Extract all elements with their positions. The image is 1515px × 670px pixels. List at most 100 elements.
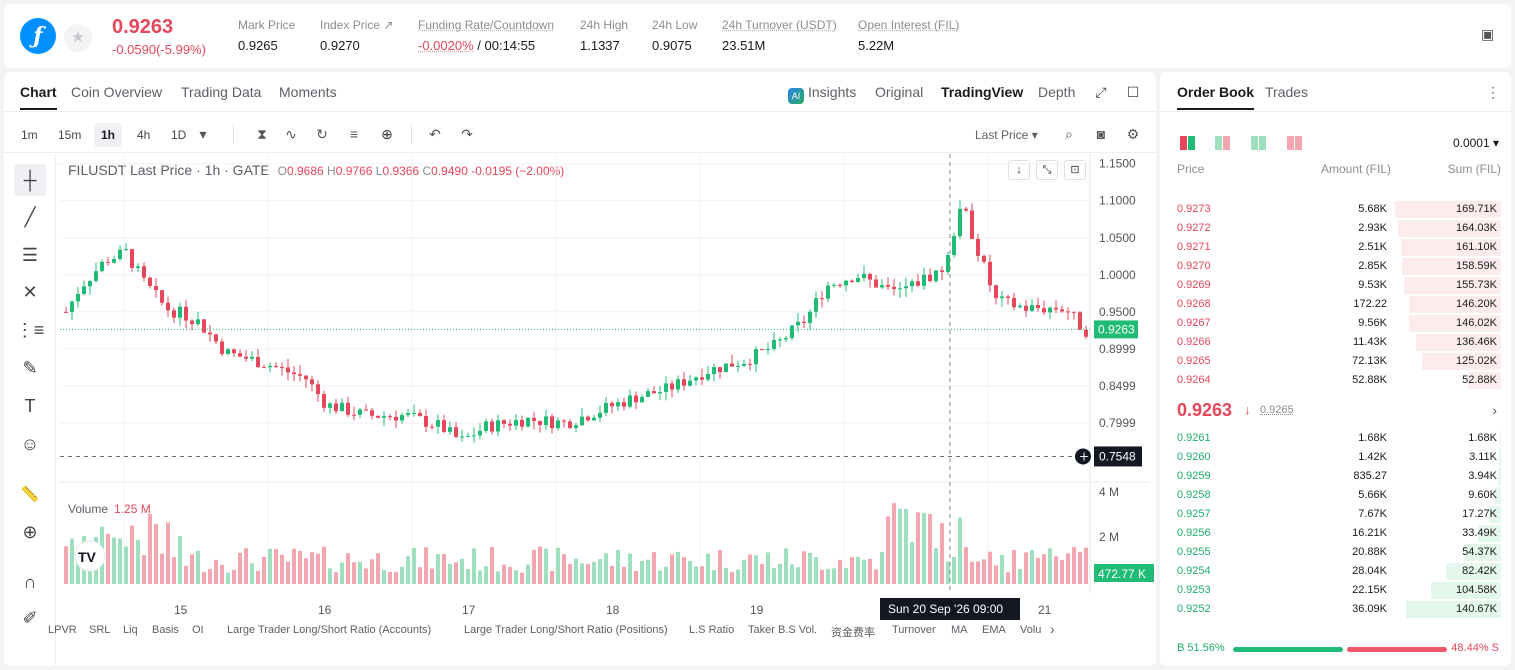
candle-body [76,293,80,302]
insights-button[interactable]: AI Insights [788,84,856,104]
tab-order-book[interactable]: Order Book [1177,84,1255,110]
more-menu-icon[interactable]: ⋮ [1486,84,1500,100]
view-tradingview[interactable]: TradingView [941,84,1024,100]
redo-icon[interactable]: ↷ [461,126,473,142]
bid-row[interactable]: 0.9254 28.04K 82.42K [1160,562,1511,581]
bid-row[interactable]: 0.9252 36.09K 140.67K [1160,600,1511,619]
volume-axis-label: 4 M [1099,485,1119,499]
layout-icon[interactable]: ▣ [1481,26,1495,42]
zoom-in-icon[interactable]: ⊕ [22,522,38,542]
ask-row[interactable]: 0.9265 72.13K 125.02K [1160,352,1511,371]
ask-row[interactable]: 0.9271 2.51K 161.10K [1160,238,1511,257]
timeframe-15m[interactable]: 15m [58,128,82,142]
indicator-liq[interactable]: Liq [123,624,138,636]
add-indicator-icon[interactable]: ⊕ [381,126,393,142]
ask-row[interactable]: 0.9264 52.88K 52.88K [1160,371,1511,390]
ask-row[interactable]: 0.9268 172.22 146.20K [1160,295,1511,314]
timeframe-1m[interactable]: 1m [21,128,38,142]
candle-body [556,420,560,429]
ruler-icon[interactable]: 📏 [20,486,40,503]
indicator-ls-positions[interactable]: Large Trader Long/Short Ratio (Positions… [464,624,668,636]
candle-body [940,270,944,273]
indicator-ls-accounts[interactable]: Large Trader Long/Short Ratio (Accounts) [227,624,432,636]
ask-row[interactable]: 0.9267 9.56K 146.02K [1160,314,1511,333]
indicator-oi[interactable]: OI [192,624,204,636]
indicator-taker-vol[interactable]: Taker B.S Vol. [748,624,818,636]
indicator-lpvr[interactable]: LPVR [48,624,77,636]
stat-index-price[interactable]: Index Price ↗ 0.9270 [320,18,393,53]
trendline-icon[interactable]: ╱ [24,207,36,227]
view-original[interactable]: Original [875,84,924,100]
candle-body [886,285,890,287]
ask-row[interactable]: 0.9269 9.53K 155.73K [1160,276,1511,295]
magnet-icon[interactable]: ∩ [23,572,37,592]
add-alert-icon [1075,448,1091,465]
bid-row[interactable]: 0.9256 16.21K 33.49K [1160,524,1511,543]
tab-chart[interactable]: Chart [20,84,57,110]
row-amount: 2.93K [1358,222,1387,234]
expand-icon[interactable]: ⤢ [1095,84,1107,100]
candle-body [436,420,440,427]
indicator-basis[interactable]: Basis [152,624,179,636]
indicator-ema[interactable]: EMA [982,624,1006,636]
pattern-icon[interactable]: ✕ [22,282,38,302]
bid-row[interactable]: 0.9253 22.15K 104.58K [1160,581,1511,600]
bid-row[interactable]: 0.9258 5.66K 9.60K [1160,486,1511,505]
ask-row[interactable]: 0.9272 2.93K 164.03K [1160,219,1511,238]
asks-only-icon[interactable] [1287,136,1303,150]
crosshair-icon[interactable]: ┼ [14,164,46,196]
ask-row[interactable]: 0.9273 5.68K 169.71K [1160,200,1511,219]
replay-icon[interactable]: ↻ [316,126,328,142]
fit-icon[interactable]: ⊡ [1064,160,1086,180]
ask-row[interactable]: 0.9266 11.43K 136.46K [1160,333,1511,352]
price-chart[interactable]: 0.9263 0.7548 +1.1500 1.1000 1.0500 1.0000 0.9… [4,154,1156,624]
undo-icon[interactable]: ↶ [429,126,441,142]
indicator-volume[interactable]: Volu [1020,624,1042,636]
search-icon[interactable]: ⌕ [1065,126,1073,142]
tab-trading-data[interactable]: Trading Data [181,84,262,100]
tab-coin-overview[interactable]: Coin Overview [71,84,163,100]
both-sides-icon[interactable] [1180,136,1196,150]
pencil-icon[interactable]: ✐ [22,608,38,628]
indicator-funding[interactable]: 资金费率 [831,627,875,639]
view-depth[interactable]: Depth [1038,84,1076,100]
emoji-icon[interactable]: ☺ [20,434,40,454]
bid-row[interactable]: 0.9261 1.68K 1.68K [1160,429,1511,448]
bid-row[interactable]: 0.9257 7.67K 17.27K [1160,505,1511,524]
timeframe-4h[interactable]: 4h [137,128,151,142]
indicator-ma[interactable]: MA [951,624,968,636]
indicator-ls-ratio[interactable]: L.S Ratio [689,624,735,636]
timeframe-1h[interactable]: 1h [94,123,123,147]
chevron-right-icon[interactable]: › [1492,402,1497,418]
prediction-icon[interactable]: ⋮≡ [15,320,45,340]
camera-icon[interactable]: ◙ [1096,126,1106,142]
window-icon[interactable]: ☐ [1126,84,1140,100]
bid-row[interactable]: 0.9259 835.27 3.94K [1160,467,1511,486]
tab-moments[interactable]: Moments [279,84,337,100]
scroll-down-icon[interactable]: ↓ [1008,160,1030,180]
tab-trades[interactable]: Trades [1265,84,1309,100]
templates-icon[interactable]: ≡ [349,126,359,142]
timeframe-1d[interactable]: 1D [171,128,187,142]
chevron-right-icon[interactable]: › [1050,621,1055,637]
indicators-icon[interactable]: ∿ [285,126,297,142]
stat-label[interactable]: Index Price ↗ [320,18,394,32]
candle-body [1006,296,1010,298]
indicator-turnover[interactable]: Turnover [892,624,936,636]
price-source-select[interactable]: Last Price ▾ [975,128,1038,142]
collapse-icon[interactable]: ⤡ [1036,160,1058,180]
settings-icon[interactable]: ⚙ [1126,126,1140,142]
text-icon[interactable]: T [24,396,36,416]
precision-select[interactable]: 0.0001 ▾ [1452,136,1499,150]
bid-row[interactable]: 0.9260 1.42K 3.11K [1160,448,1511,467]
candle-style-icon[interactable]: ⧗ [257,126,267,142]
bids-only-icon[interactable] [1251,136,1267,150]
timeframe-dropdown-icon[interactable]: ▾ [199,126,207,142]
brush-icon[interactable]: ✎ [22,358,38,378]
fib-icon[interactable]: ☰ [21,245,39,265]
ask-row[interactable]: 0.9270 2.85K 158.59K [1160,257,1511,276]
indicator-srl[interactable]: SRL [89,624,111,636]
both-sides-alt-icon[interactable] [1215,136,1231,150]
bid-row[interactable]: 0.9255 20.88K 54.37K [1160,543,1511,562]
favorite-star-icon[interactable]: ★ [64,24,92,52]
